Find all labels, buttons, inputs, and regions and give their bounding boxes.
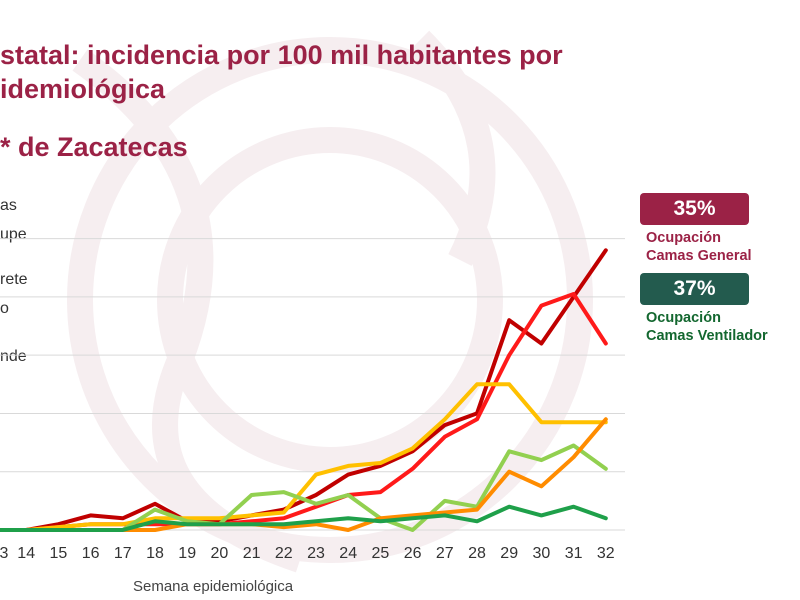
x-tick-label: 17 [114, 545, 132, 562]
x-tick-label: 32 [597, 545, 615, 562]
x-tick-label: 20 [211, 545, 229, 562]
legend-item-4: o [0, 300, 9, 317]
x-tick-label: 3 [0, 545, 9, 562]
series-line-1 [0, 248, 608, 532]
legend-item-1: as [0, 197, 17, 214]
ventilator-occupancy-label: Ocupación Camas Ventilador [646, 309, 768, 345]
x-tick-label: 22 [275, 545, 293, 562]
x-tick-label: 28 [468, 545, 486, 562]
x-tick-label: 25 [372, 545, 390, 562]
legend-item-5: nde [0, 348, 27, 365]
chart-title: statal: incidencia por 100 mil habitante… [0, 38, 563, 106]
general-occupancy-label: Ocupación Camas General [646, 229, 752, 265]
general-occupancy-badge: 35% [640, 193, 749, 225]
x-tick-label: 26 [404, 545, 422, 562]
x-axis-label: Semana epidemiológica [133, 578, 294, 595]
x-tick-label: 19 [178, 545, 196, 562]
chart-subtitle: * de Zacatecas [0, 132, 188, 162]
general-occupancy-label-line-2: Camas General [646, 248, 752, 264]
x-tick-label: 21 [243, 545, 261, 562]
series-line-6 [0, 504, 608, 532]
legend-item-3: rete [0, 271, 28, 288]
x-tick-label: 31 [565, 545, 583, 562]
x-tick-label: 27 [436, 545, 454, 562]
x-tick-label: 29 [500, 545, 518, 562]
x-tick-label: 24 [339, 545, 357, 562]
x-tick-label: 14 [17, 545, 35, 562]
ventilator-occupancy-badge: 37% [640, 273, 749, 305]
ventilator-occupancy-label-line-1: Ocupación [646, 310, 721, 326]
chart-title-line-1: statal: incidencia por 100 mil habitante… [0, 40, 563, 70]
series-line-2 [0, 292, 608, 532]
chart-title-line-2: idemiológica [0, 74, 166, 104]
general-occupancy-label-line-1: Ocupación [646, 230, 721, 246]
x-tick-label: 15 [50, 545, 68, 562]
x-tick-label: 16 [82, 545, 100, 562]
x-tick-label: 23 [307, 545, 325, 562]
series-line-3 [0, 382, 608, 532]
x-tick-label: 18 [146, 545, 164, 562]
ventilator-occupancy-label-line-2: Camas Ventilador [646, 328, 768, 344]
x-tick-label: 30 [533, 545, 551, 562]
